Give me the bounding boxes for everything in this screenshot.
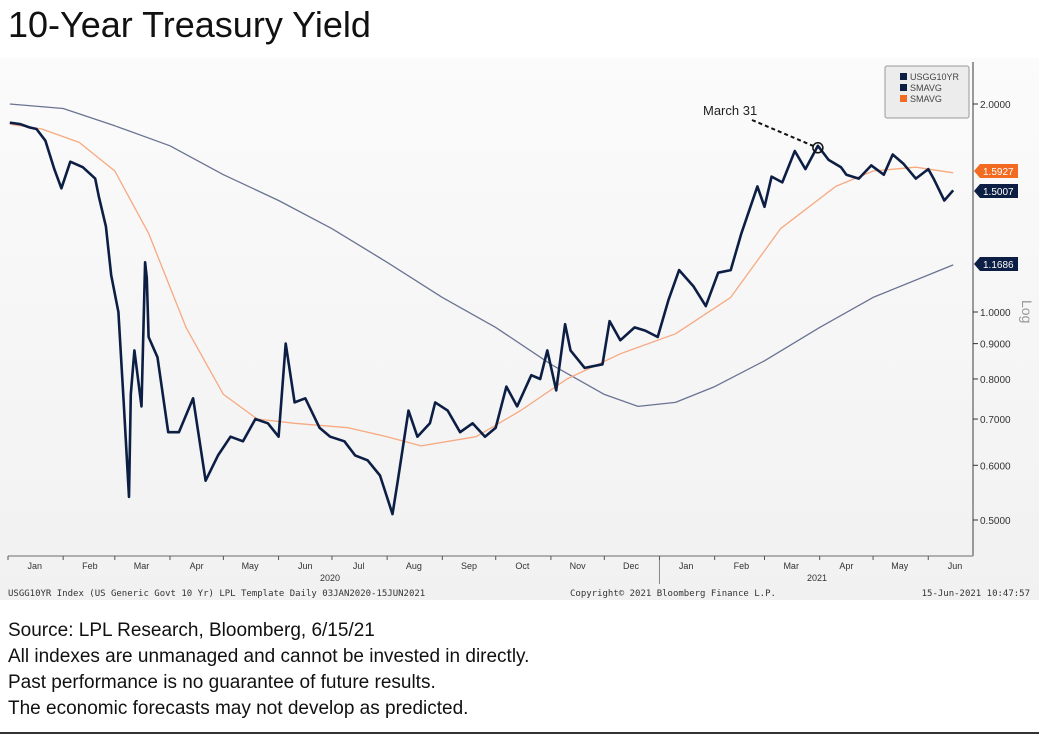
y-tick-label: 0.6000	[980, 461, 1011, 472]
y-axis-label: Log	[1019, 300, 1035, 323]
x-tick-label: May	[242, 561, 260, 571]
x-year-label: 2021	[807, 573, 827, 583]
x-tick-label: Sep	[461, 561, 477, 571]
last-value-label: 1.1686	[983, 260, 1014, 271]
disclaimer-note: The economic forecasts may not develop a…	[8, 698, 469, 719]
x-tick-label: Aug	[406, 561, 422, 571]
legend-swatch	[900, 95, 907, 102]
y-tick-label: 0.5000	[980, 516, 1011, 527]
y-tick-label: 1.0000	[980, 308, 1011, 319]
footer-copyright: Copyright© 2021 Bloomberg Finance L.P.	[570, 589, 776, 599]
disclaimer-note: All indexes are unmanaged and cannot be …	[8, 646, 530, 667]
y-tick-label: 0.8000	[980, 375, 1011, 386]
x-tick-label: Oct	[515, 561, 530, 571]
x-tick-label: Dec	[623, 561, 640, 571]
legend-swatch	[900, 84, 907, 91]
x-tick-label: Feb	[734, 561, 750, 571]
footnotes: Source: LPL Research, Bloomberg, 6/15/21…	[8, 618, 529, 722]
x-tick-label: Nov	[570, 561, 587, 571]
x-tick-label: Jun	[948, 561, 963, 571]
x-year-label: 2020	[320, 573, 340, 583]
y-tick-label: 0.9000	[980, 340, 1011, 351]
divider	[0, 732, 1039, 734]
footer-timestamp: 15-Jun-2021 10:47:57	[922, 589, 1030, 599]
legend-swatch	[900, 73, 907, 80]
footer-index-info: USGG10YR Index (US Generic Govt 10 Yr) L…	[8, 589, 425, 599]
last-value-tag	[974, 164, 1018, 178]
x-tick-label: Jun	[298, 561, 313, 571]
annotation-label: March 31	[703, 103, 757, 118]
chart: 2.0000 1.0000 0.9000 0.8000 0.7000 0.6000 0.50…	[7, 62, 1035, 599]
x-tick-label: Mar	[134, 561, 150, 571]
sma-long-line	[9, 103, 954, 408]
x-tick-label: Jul	[353, 561, 365, 571]
annotation-line	[751, 119, 814, 147]
legend-label: USGG10YR	[910, 72, 960, 82]
last-value-tag	[974, 184, 1018, 198]
x-tick-label: Apr	[839, 561, 853, 571]
chart-panel	[0, 58, 1039, 600]
source-note: Source: LPL Research, Bloomberg, 6/15/21	[8, 620, 375, 641]
annotation-marker	[812, 142, 824, 154]
page-title: 10-Year Treasury Yield	[8, 4, 371, 45]
last-value-tag	[974, 257, 1018, 271]
x-tick-label: Jan	[679, 561, 694, 571]
yield-line	[9, 121, 955, 516]
x-tick-label: Mar	[783, 561, 799, 571]
x-tick-label: Apr	[190, 561, 204, 571]
disclaimer-note: Past performance is no guarantee of futu…	[8, 672, 436, 693]
legend-label: SMAVG	[910, 83, 942, 93]
last-value-label: 1.5927	[983, 167, 1014, 178]
sma-short-line	[9, 123, 954, 447]
legend-label: SMAVG	[910, 94, 942, 104]
x-tick-label: May	[891, 561, 909, 571]
x-tick-label: Feb	[82, 561, 98, 571]
y-tick-label: 2.0000	[980, 100, 1011, 111]
last-value-label: 1.5007	[983, 187, 1014, 198]
y-tick-label: 0.7000	[980, 415, 1011, 426]
x-tick-label: Jan	[27, 561, 42, 571]
